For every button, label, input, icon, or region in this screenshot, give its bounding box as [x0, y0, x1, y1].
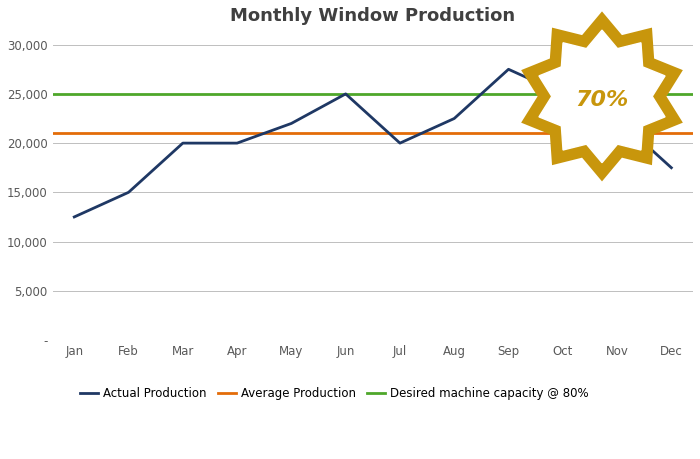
- Polygon shape: [539, 30, 665, 162]
- Polygon shape: [523, 13, 681, 179]
- Legend: Actual Production, Average Production, Desired machine capacity @ 80%: Actual Production, Average Production, D…: [76, 382, 593, 405]
- Title: Monthly Window Production: Monthly Window Production: [230, 7, 515, 25]
- Text: 70%: 70%: [575, 90, 629, 110]
